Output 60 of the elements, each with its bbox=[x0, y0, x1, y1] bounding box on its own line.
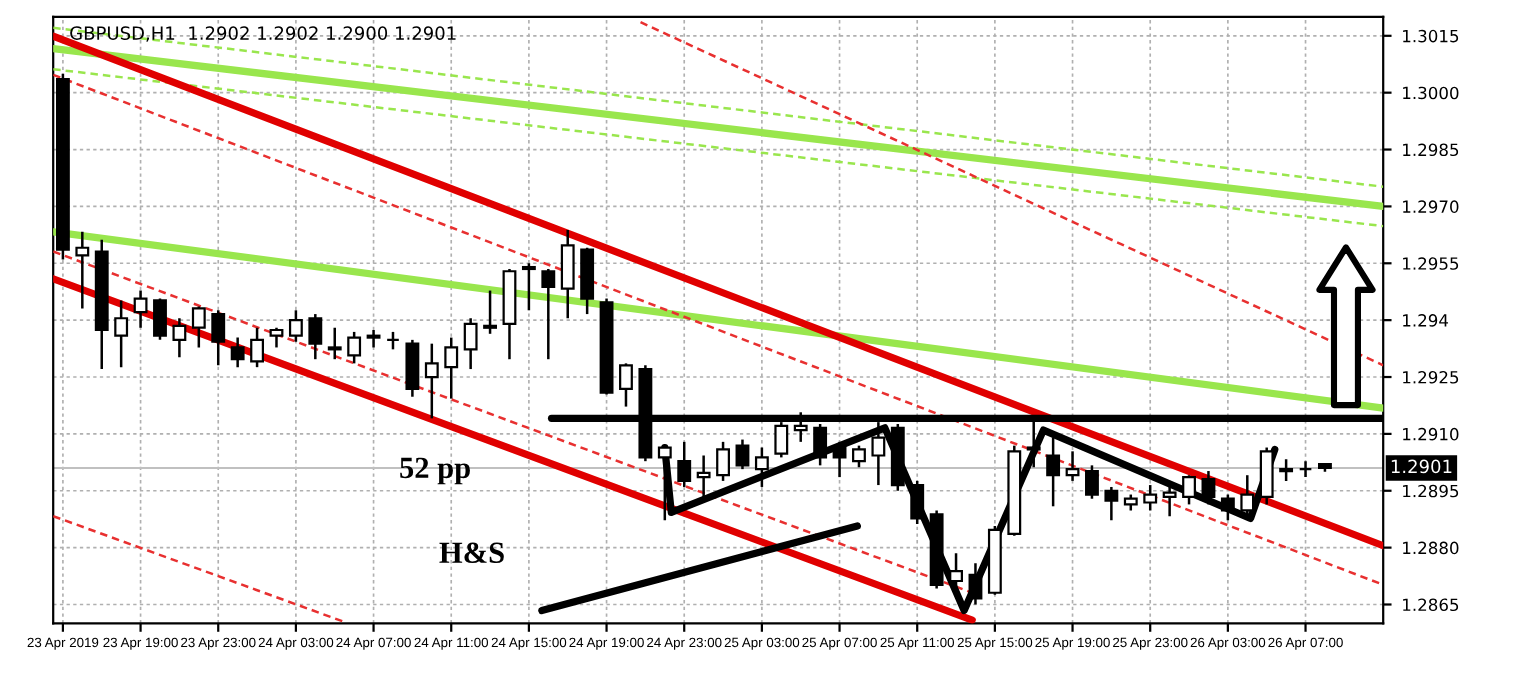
candlestick bbox=[1104, 485, 1119, 522]
candlestick bbox=[269, 326, 284, 349]
candlestick bbox=[1085, 464, 1099, 500]
candlestick bbox=[191, 305, 206, 349]
candlestick bbox=[211, 309, 226, 367]
candlestick bbox=[1220, 493, 1235, 522]
candlestick bbox=[483, 289, 497, 336]
y-tick-label: 1.2910 bbox=[1403, 427, 1459, 441]
ref-line-label: 1.2901 bbox=[1391, 459, 1452, 474]
candlestick bbox=[949, 552, 963, 590]
candlestick bbox=[405, 338, 420, 398]
y-tick-label: 1.2880 bbox=[1403, 541, 1459, 555]
candlestick bbox=[1143, 483, 1158, 512]
candlestick bbox=[1240, 473, 1255, 516]
candlestick bbox=[250, 326, 264, 369]
candlestick bbox=[832, 440, 847, 479]
candlestick bbox=[1046, 436, 1061, 508]
candlestick bbox=[619, 362, 633, 408]
candlestick bbox=[910, 479, 925, 526]
candlestick bbox=[1259, 446, 1274, 506]
y-tick-label: 1.3000 bbox=[1403, 86, 1459, 100]
candlestick bbox=[308, 312, 323, 361]
candlestick bbox=[114, 299, 129, 369]
candlestick bbox=[735, 438, 750, 471]
y-tick-label: 1.294 bbox=[1403, 314, 1449, 327]
candlestick bbox=[1279, 458, 1294, 483]
candlestick bbox=[133, 289, 148, 329]
candlestick bbox=[1298, 459, 1313, 479]
candlestick bbox=[288, 309, 303, 344]
candlestick bbox=[424, 342, 439, 420]
candlestick bbox=[1182, 473, 1196, 506]
candlestick bbox=[696, 454, 711, 502]
y-tick-label: 1.2955 bbox=[1403, 257, 1459, 270]
y-tick-label: 1.2895 bbox=[1403, 484, 1459, 498]
candlestick bbox=[172, 317, 187, 359]
candlestick bbox=[1201, 469, 1216, 506]
candlestick bbox=[968, 561, 983, 606]
candlestick bbox=[560, 228, 575, 320]
candlestick bbox=[1065, 450, 1080, 483]
candlestick bbox=[347, 330, 362, 365]
candlestick bbox=[677, 440, 692, 489]
candlestick bbox=[75, 230, 90, 310]
y-tick-label: 1.2985 bbox=[1403, 143, 1459, 157]
candlestick bbox=[327, 326, 342, 361]
annotation: H&S bbox=[439, 542, 504, 564]
y-tick-label: 1.2970 bbox=[1403, 200, 1459, 213]
candlestick bbox=[153, 297, 167, 342]
candlestick bbox=[230, 336, 245, 369]
candlestick bbox=[754, 446, 769, 489]
candlestick bbox=[463, 317, 478, 371]
candlestick bbox=[444, 336, 459, 400]
y-tick-label: 1.2865 bbox=[1403, 598, 1459, 612]
annotation: 52 pp bbox=[400, 457, 470, 485]
candlestick bbox=[1162, 479, 1177, 518]
y-tick-label: 1.2925 bbox=[1403, 370, 1459, 384]
candlestick bbox=[716, 440, 730, 483]
candlestick bbox=[541, 267, 556, 361]
y-tick-label: 1.3015 bbox=[1403, 29, 1459, 43]
candlestick bbox=[521, 262, 536, 312]
candlestick bbox=[852, 444, 866, 469]
